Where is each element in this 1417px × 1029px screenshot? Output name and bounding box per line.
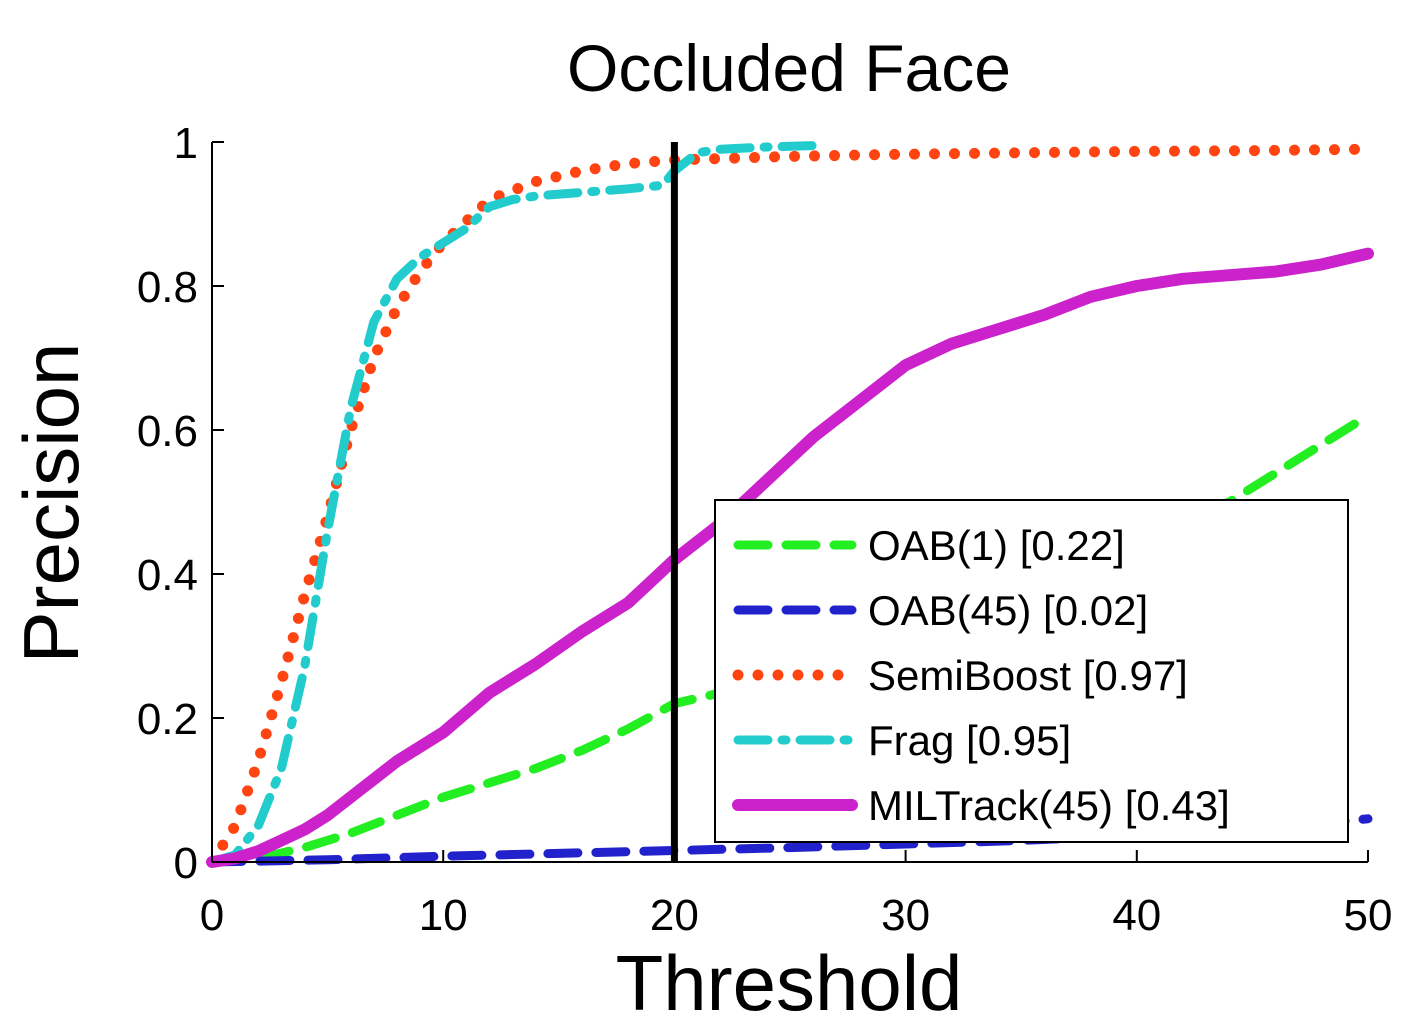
legend-label-0: OAB(1) [0.22] <box>868 522 1125 569</box>
x-tick-label: 0 <box>200 891 224 940</box>
x-tick-label: 40 <box>1112 891 1161 940</box>
y-tick-label: 0.4 <box>137 551 198 600</box>
series-line-3 <box>207 141 818 867</box>
y-tick-label: 0 <box>174 839 198 888</box>
legend-label-4: MILTrack(45) [0.43] <box>868 782 1230 829</box>
y-tick-label: 1 <box>174 119 198 168</box>
y-axis-title: Precision <box>7 343 95 664</box>
legend-label-2: SemiBoost [0.97] <box>868 652 1188 699</box>
x-tick-label: 30 <box>881 891 930 940</box>
y-tick-label: 0.6 <box>137 407 198 456</box>
axes: 0 10 20 30 40 50 0 0.2 0.4 0.6 0.8 1 <box>137 119 1393 940</box>
x-axis-title: Threshold <box>616 939 963 1027</box>
legend-label-3: Frag [0.95] <box>868 717 1071 764</box>
x-tick-label: 10 <box>419 891 468 940</box>
x-tick-label: 20 <box>650 891 699 940</box>
legend-label-1: OAB(45) [0.02] <box>868 587 1148 634</box>
chart-title: Occluded Face <box>567 31 1011 105</box>
y-tick-label: 0.2 <box>137 695 198 744</box>
y-tick-label: 0.8 <box>137 263 198 312</box>
legend: OAB(1) [0.22] OAB(45) [0.02] SemiBoost [0.… <box>714 499 1349 843</box>
x-tick-label: 50 <box>1344 891 1393 940</box>
